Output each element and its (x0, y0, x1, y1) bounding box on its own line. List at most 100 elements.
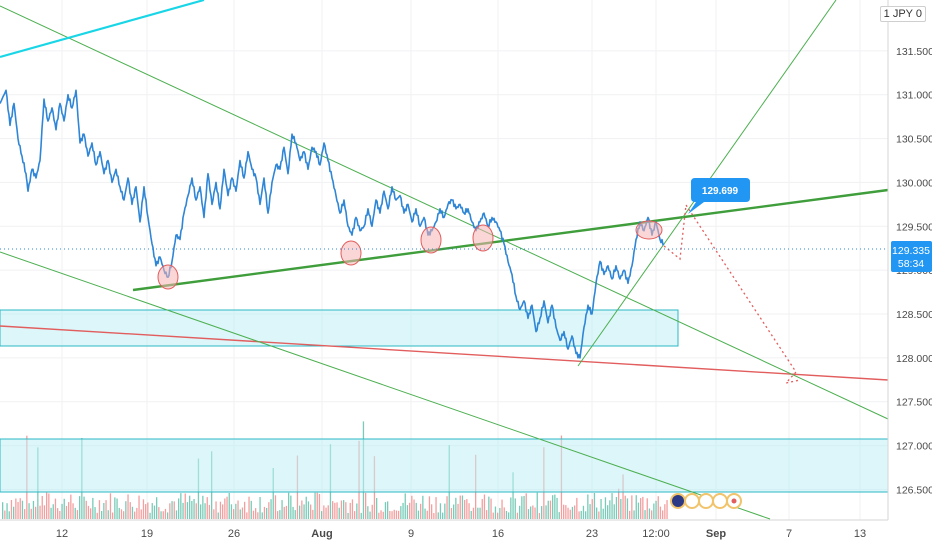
volume-bar (459, 495, 461, 519)
volume-bar (283, 506, 285, 519)
volume-bar (651, 510, 653, 519)
projection-path[interactable] (663, 203, 801, 385)
volume-bar (576, 497, 578, 519)
volume-bar (541, 506, 543, 519)
touch-circle[interactable] (420, 226, 442, 254)
volume-bar (204, 503, 206, 519)
volume-bar (411, 495, 413, 519)
volume-bar (228, 493, 230, 519)
volume-bar (171, 501, 173, 519)
volume-bar (140, 509, 142, 519)
y-tick-label: 130.000 (896, 177, 932, 189)
volume-bar (376, 498, 378, 519)
volume-bar (270, 499, 272, 519)
support-trend-line[interactable] (132, 188, 889, 292)
volume-bar (387, 501, 389, 519)
channel-upper-line[interactable] (0, 5, 889, 420)
touch-circle[interactable] (340, 240, 362, 266)
volume-bar (70, 494, 72, 519)
volume-bar (138, 495, 140, 519)
resistance-box[interactable] (0, 309, 679, 347)
volume-bar (631, 495, 633, 519)
currency-indicator[interactable]: 1 JPY 0 (879, 6, 926, 22)
volume-bar (422, 495, 424, 519)
target-price-label: 129.699 (702, 186, 739, 197)
volume-bar (624, 495, 626, 519)
y-tick-label: 131.000 (896, 90, 932, 102)
price-series-line (0, 89, 665, 359)
volume-bar (640, 498, 642, 519)
volume-bar (131, 506, 134, 519)
volume-bar (664, 504, 666, 519)
volume-bar (316, 492, 318, 519)
volume-bar (607, 505, 609, 519)
lower-box[interactable] (0, 438, 889, 493)
volume-bar (74, 507, 76, 519)
volume-bar (611, 493, 613, 519)
channel-lower-line[interactable] (0, 251, 771, 520)
volume-bar (87, 505, 90, 519)
currency-suffix: 0 (915, 8, 922, 20)
volume-bar (195, 503, 197, 519)
volume-bar (613, 504, 615, 519)
volume-bar (79, 496, 81, 519)
volume-bar (288, 492, 290, 519)
volume-bar (105, 500, 107, 519)
volume-bar (10, 500, 13, 519)
volume-bar (246, 512, 248, 519)
y-tick-label: 127.000 (896, 441, 932, 453)
volume-bar (217, 512, 219, 519)
volume-bar (219, 501, 222, 519)
volume-bar (191, 501, 193, 519)
volume-bar (470, 511, 472, 519)
touch-circle[interactable] (157, 264, 179, 290)
event-badges[interactable] (670, 493, 742, 509)
touch-circle[interactable] (472, 224, 494, 252)
volume-bar (19, 498, 21, 519)
volume-bar (151, 503, 153, 519)
cyan-line[interactable] (0, 0, 205, 59)
volume-bar (301, 500, 303, 519)
volume-bar (505, 511, 508, 519)
volume-bar (523, 496, 525, 519)
volume-bar (384, 502, 387, 519)
volume-bar (635, 495, 637, 519)
volume-bar (50, 507, 52, 519)
volume-bar (435, 497, 437, 519)
volume-bar (371, 504, 373, 519)
y-tick-label: 128.500 (896, 309, 932, 321)
volume-bar (615, 497, 618, 519)
volume-bar (468, 503, 470, 519)
volume-bar (600, 499, 602, 519)
volume-bar (35, 506, 37, 519)
volume-bar (519, 505, 521, 519)
countdown-value: 58:34 (898, 258, 924, 270)
time-axis[interactable] (0, 519, 932, 550)
volume-bar (424, 508, 426, 519)
volume-bar (127, 494, 129, 519)
volume-bar (530, 506, 532, 519)
volume-bar (85, 500, 87, 519)
x-tick-label: 12 (56, 528, 68, 540)
volume-bar (332, 501, 334, 519)
target-callout[interactable]: 129.699 (688, 178, 750, 214)
volume-bar (48, 493, 50, 519)
volume-bar (503, 507, 505, 519)
volume-bar (178, 498, 180, 519)
volume-bar (290, 495, 292, 519)
red-trend-line[interactable] (0, 325, 889, 381)
volume-bar (120, 509, 123, 519)
volume-bar (512, 472, 514, 519)
volume-bar (299, 505, 301, 519)
volume-bar (13, 506, 15, 519)
touch-circle[interactable] (635, 220, 663, 240)
volume-bar (250, 500, 252, 519)
volume-bar (98, 500, 101, 519)
x-tick-label: 13 (854, 528, 866, 540)
volume-bar (54, 498, 57, 519)
volume-bar (453, 504, 455, 519)
volume-bar (571, 506, 574, 519)
volume-bar (622, 474, 624, 519)
volume-bar (642, 496, 644, 519)
